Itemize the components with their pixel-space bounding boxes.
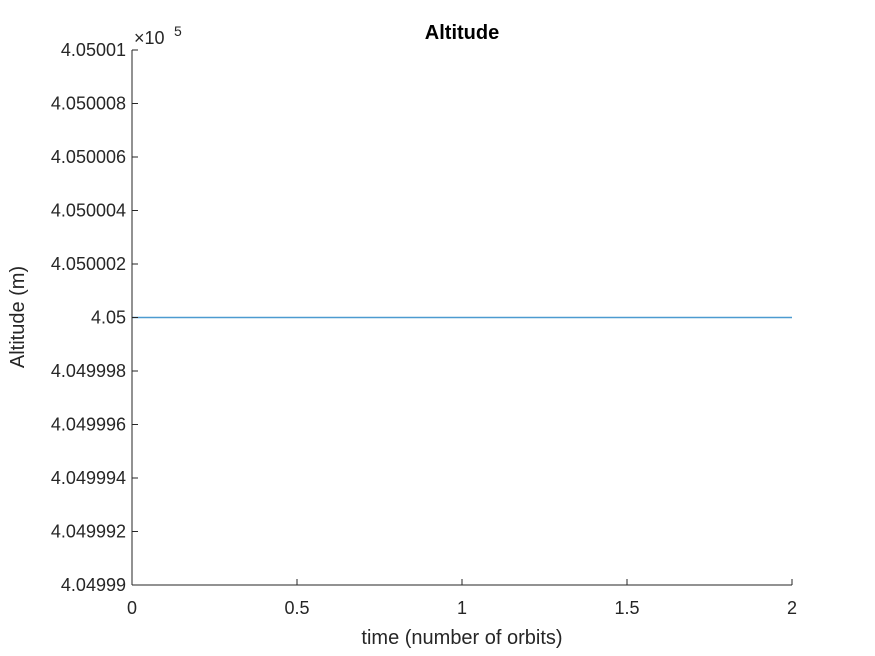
y-tick-label: 4.050006: [51, 147, 126, 167]
y-axis-exponent: ×10 5: [134, 23, 182, 48]
y-tick-label: 4.049998: [51, 361, 126, 381]
x-axis-label: time (number of orbits): [361, 627, 562, 649]
y-tick-label: 4.05001: [61, 40, 126, 60]
x-tick-label: 2: [787, 598, 797, 618]
y-tick-label: 4.050002: [51, 254, 126, 274]
y-tick-label: 4.049996: [51, 415, 126, 435]
y-tick-label: 4.04999: [61, 575, 126, 595]
x-tick-label: 1.5: [614, 598, 639, 618]
x-tick-label: 1: [457, 598, 467, 618]
x-tick-label: 0: [127, 598, 137, 618]
y-exponent-power: 5: [174, 23, 182, 39]
y-axis-label: Altitude (m): [7, 266, 29, 368]
x-tick-label: 0.5: [284, 598, 309, 618]
x-ticks: 0 0.5 1 1.5 2: [127, 579, 797, 618]
y-tick-label: 4.049992: [51, 522, 126, 542]
y-tick-label: 4.050004: [51, 201, 126, 221]
y-tick-label: 4.049994: [51, 468, 126, 488]
y-tick-label: 4.05: [91, 308, 126, 328]
y-exponent-base: ×10: [134, 28, 165, 48]
y-ticks: 4.04999 4.049992 4.049994 4.049996 4.049998 4…: [51, 40, 138, 595]
y-tick-label: 4.050008: [51, 94, 126, 114]
chart-title: Altitude: [425, 22, 499, 44]
